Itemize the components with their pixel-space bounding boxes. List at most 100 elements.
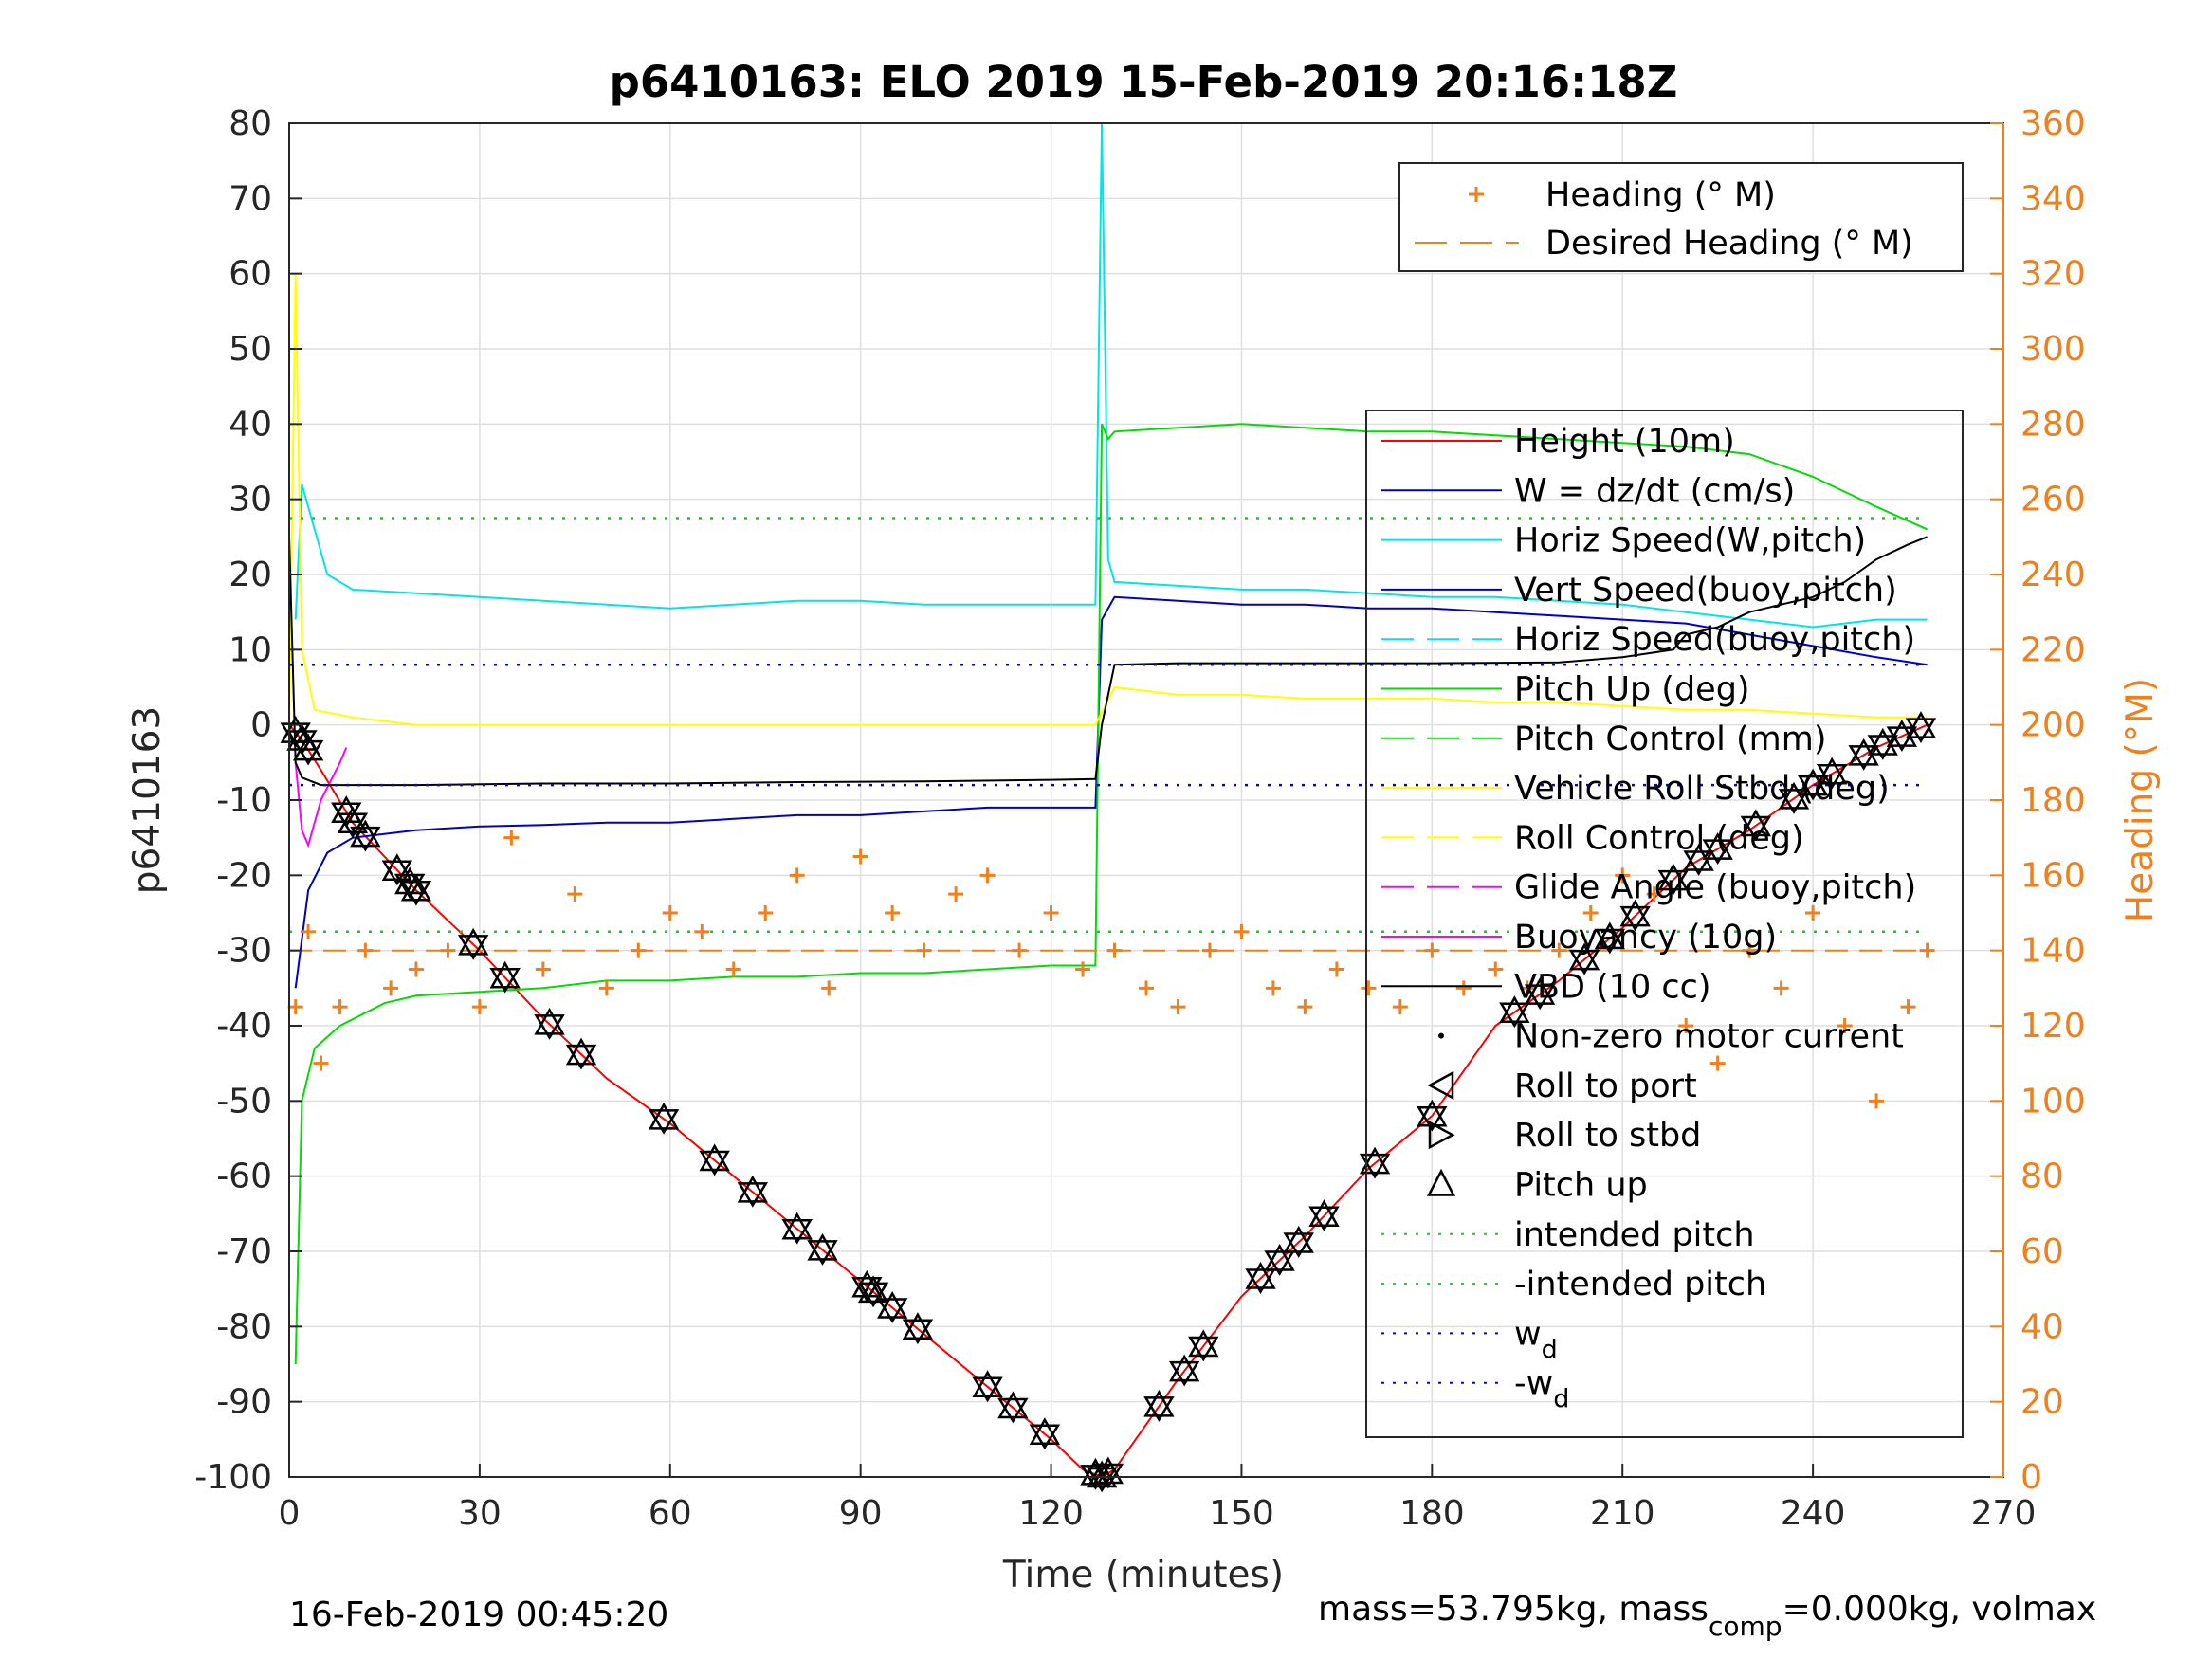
heading-point [357, 942, 374, 958]
y-tick-label: -70 [216, 1232, 272, 1271]
legend-main-entry-sub: d [1553, 1385, 1569, 1414]
heading-point [1201, 942, 1217, 958]
pitch-up-marker [1143, 1389, 1175, 1417]
heading-point [1709, 1055, 1726, 1071]
pitch-up-marker [807, 1232, 838, 1261]
y-right-tick-label: 20 [2020, 1383, 2064, 1422]
pitch-up-marker [857, 1275, 889, 1304]
heading-point [1678, 1018, 1694, 1033]
pitch-up-marker [1905, 711, 1937, 738]
heading-point [567, 886, 583, 902]
roll-marker [648, 1109, 680, 1135]
pitch-up-marker [1417, 1099, 1448, 1127]
heading-point [789, 867, 805, 884]
x-tick-label: 90 [839, 1494, 883, 1533]
pitch-up-marker [565, 1037, 597, 1066]
heading-point [1106, 942, 1123, 958]
roll-marker [1524, 984, 1556, 1011]
y-tick-label: -40 [216, 1007, 272, 1046]
series-vehicle-roll-stbd-deg [288, 273, 1928, 726]
y-tick-label: 10 [229, 630, 272, 669]
x-axis-label: Time (minutes) [1002, 1554, 1284, 1596]
pitch-up-marker [1568, 942, 1600, 971]
heading-point [471, 999, 487, 1015]
heading-point [1012, 942, 1028, 958]
roll-marker [1867, 735, 1898, 760]
y-right-tick-label: 120 [2020, 1007, 2086, 1046]
heading-point [916, 942, 932, 958]
legend-main-entry: intended pitch [1514, 1216, 1755, 1254]
roll-marker [534, 1014, 565, 1040]
roll-marker [394, 873, 426, 900]
legend-main-entry: Pitch up [1514, 1167, 1648, 1205]
heading-point [1488, 961, 1504, 977]
roll-marker [400, 880, 432, 906]
roll-marker [1848, 745, 1879, 771]
legend-main-entry: wd [1514, 1315, 1558, 1364]
pitch-up-marker [1092, 1456, 1124, 1485]
y-right-tick-label: 80 [2020, 1158, 2064, 1196]
pitch-up-marker [997, 1391, 1029, 1419]
pitch-up-marker [1169, 1354, 1200, 1382]
roll-marker [1683, 850, 1714, 876]
legend-swatch-motor-current [1438, 1032, 1444, 1039]
roll-marker [1797, 775, 1829, 801]
roll-marker [781, 1218, 813, 1245]
y-tick-label: 70 [229, 179, 272, 218]
y-right-tick-label: 100 [2020, 1082, 2086, 1121]
roll-marker [381, 860, 413, 886]
y-tick-label: -90 [216, 1383, 272, 1422]
y-right-tick-label: 260 [2020, 481, 2086, 520]
heading-point [631, 942, 647, 958]
pitch-up-marker [877, 1290, 908, 1319]
heading-point [1392, 999, 1408, 1015]
series-horiz-speed-w-pitch [294, 122, 1928, 629]
y-right-tick-label: 180 [2020, 781, 2086, 820]
x-tick-label: 240 [1781, 1494, 1846, 1533]
axes: 0 30 60 90 120 150 180 210 240 270 80 70 60 50 40 30 20 1… [194, 104, 2085, 1533]
legend-main-entry: VBD (10 cc) [1514, 968, 1711, 1006]
x-tick-label: 150 [1209, 1494, 1274, 1533]
heading-point [503, 830, 520, 846]
legend-main-entry: Pitch Up (deg) [1514, 671, 1750, 709]
legend-main-entry: Horiz Speed(buoy,pitch) [1514, 621, 1915, 659]
heading-point [1582, 905, 1599, 921]
y-tick-label: 30 [229, 481, 272, 520]
roll-marker [1308, 1206, 1340, 1232]
series-vbd-10-cc [288, 536, 1928, 787]
heading-point [1551, 942, 1567, 958]
pitch-up-marker [737, 1175, 768, 1203]
roll-marker [489, 967, 521, 994]
y-tick-label: -100 [194, 1458, 272, 1497]
roll-marker [1905, 718, 1937, 744]
x-tick-label: 210 [1590, 1494, 1655, 1533]
roll-marker [565, 1044, 597, 1070]
legend-top: Heading (° M) Desired Heading (° M) [1398, 162, 1964, 272]
x-tick-label: 270 [1971, 1494, 2037, 1533]
heading-point [598, 980, 614, 996]
roll-marker [1029, 1424, 1061, 1450]
y-tick-label: -80 [216, 1307, 272, 1346]
roll-marker [699, 1150, 730, 1176]
roll-marker [337, 812, 369, 839]
legend-top-box [1398, 162, 1964, 272]
y-tick-label: -60 [216, 1158, 272, 1196]
pitch-up-marker [972, 1370, 1003, 1398]
y-right-tick-label: 300 [2020, 330, 2086, 369]
legend-main-entry-sub: d [1542, 1335, 1558, 1364]
heading-point [758, 905, 774, 921]
heading-point [301, 923, 317, 939]
y-right-tick-label: 40 [2020, 1307, 2064, 1346]
roll-marker [857, 1282, 889, 1308]
x-tick-label: 30 [458, 1494, 502, 1533]
heading-point [885, 905, 901, 921]
legend-main: Height (10m) W = dz/dt (cm/s) Horiz Speed(… [1365, 410, 1964, 1438]
heading-point [383, 980, 399, 996]
y-axis-right-label: Heading (°M) [2119, 678, 2162, 922]
heading-point [979, 867, 996, 884]
legend-heading-swatch [1469, 187, 1484, 202]
roll-marker [292, 739, 324, 766]
pitch-up-marker [1359, 1146, 1391, 1175]
roll-marker [807, 1240, 838, 1266]
